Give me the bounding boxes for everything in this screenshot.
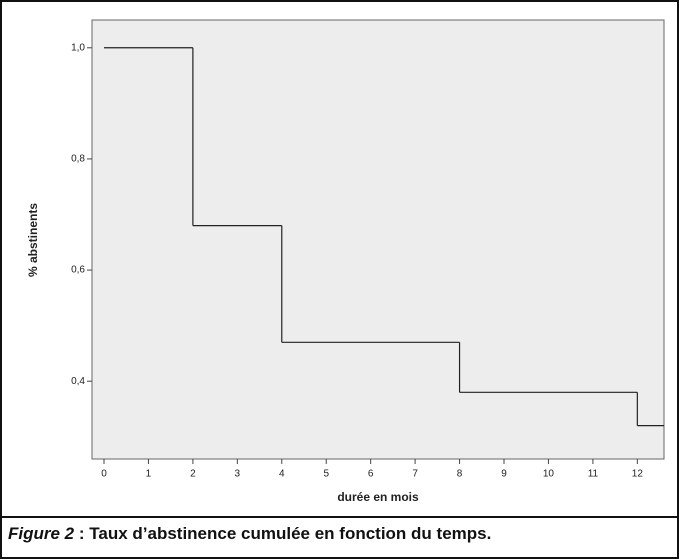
x-tick-label: 4: [279, 469, 285, 480]
plot-area: [91, 19, 665, 460]
x-tick-label: 8: [457, 469, 463, 480]
x-axis-label: durée en mois: [337, 490, 419, 504]
x-tick-label: 7: [412, 469, 418, 480]
x-tick-label: 6: [368, 469, 374, 480]
x-tick-label: 0: [101, 469, 107, 480]
x-tick-label: 9: [501, 469, 507, 480]
x-tick-label: 3: [235, 469, 241, 480]
x-tick-label: 10: [543, 469, 555, 480]
x-tick-label: 1: [146, 469, 152, 480]
x-tick-label: 5: [323, 469, 329, 480]
caption: Figure 2 : Taux d’abstinence cumulée en …: [8, 524, 671, 544]
x-tick-label: 11: [588, 469, 599, 480]
y-axis-label: % abstinents: [26, 203, 40, 277]
y-tick-label: 0,8: [71, 154, 85, 165]
x-tick-label: 2: [190, 469, 196, 480]
y-tick-label: 1,0: [71, 42, 85, 53]
y-tick-label: 0,6: [71, 265, 85, 276]
y-tick-label: 0,4: [71, 376, 85, 387]
caption-label: Figure 2: [8, 524, 75, 543]
x-tick-label: 12: [632, 469, 644, 480]
caption-text: : Taux d’abstinence cumulée en fonction …: [78, 524, 492, 543]
